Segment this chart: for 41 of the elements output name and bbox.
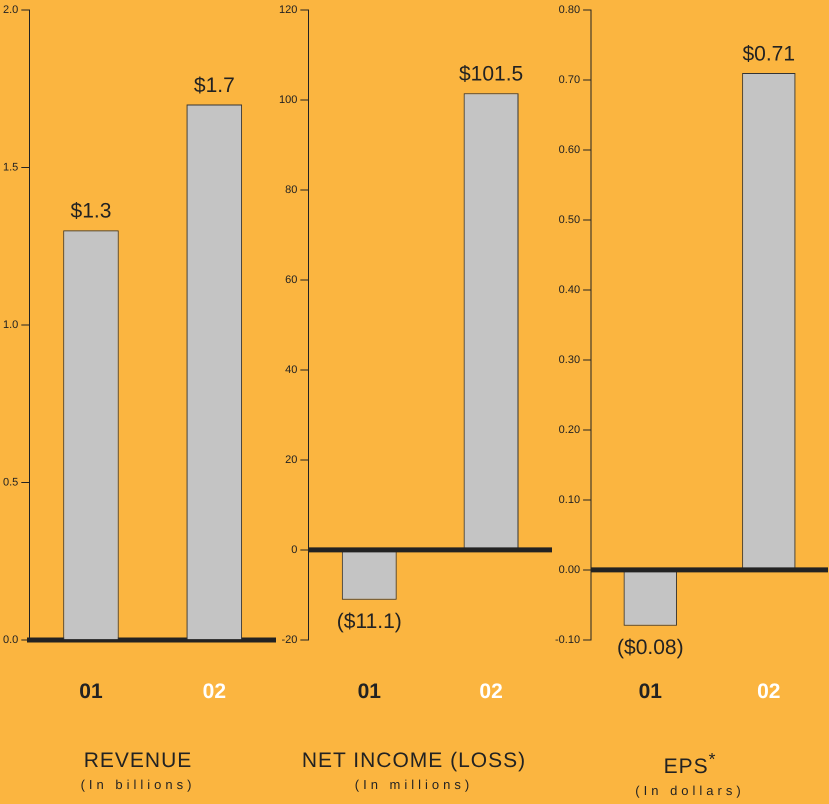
- text: (In millions): [354, 777, 474, 792]
- y-tick-label: 0.20: [558, 424, 580, 436]
- text: (In dollars): [634, 783, 746, 798]
- y-tick-label: 0.60: [558, 144, 580, 156]
- x-tick-label: 01: [358, 680, 382, 704]
- y-tick-label: 40: [285, 364, 298, 376]
- y-tick-label: 100: [278, 94, 298, 106]
- text: NET INCOME (LOSS): [300, 749, 528, 773]
- data-label: $1.3: [70, 200, 112, 223]
- text: (In billions): [80, 777, 196, 792]
- y-tick-label: 0.30: [558, 354, 580, 366]
- y-tick-label: 80: [285, 184, 298, 196]
- data-label: $1.7: [194, 74, 235, 97]
- data-label: ($0.08): [617, 636, 684, 660]
- data-label: $101.5: [458, 62, 524, 86]
- y-tick-label: 120: [278, 4, 298, 16]
- x-tick-label: 01: [79, 680, 103, 704]
- y-tick-label: 0.10: [558, 494, 580, 506]
- y-tick-label: 60: [285, 274, 298, 286]
- y-tick-label: 0.00: [558, 564, 580, 576]
- y-tick-label: 0.50: [558, 214, 580, 226]
- data-label: ($11.1): [336, 610, 402, 634]
- y-tick-label: -20: [281, 634, 298, 646]
- y-tick-label: 1.5: [2, 161, 18, 174]
- x-tick-label: 02: [202, 680, 226, 704]
- y-tick-label: 1.0: [2, 318, 18, 331]
- y-tick-label: 0.0: [2, 634, 18, 646]
- x-tick-label: 02: [757, 680, 780, 704]
- y-tick-label: 0: [291, 544, 298, 556]
- x-tick-label: 02: [479, 680, 503, 704]
- y-tick-label: 0.80: [558, 4, 580, 16]
- y-tick-label: -0.10: [554, 634, 580, 646]
- text: REVENUE: [82, 749, 194, 773]
- y-tick-label: 0.5: [2, 476, 18, 488]
- y-tick-label: 0.40: [558, 284, 580, 296]
- data-label: $0.71: [742, 42, 796, 66]
- y-tick-label: 20: [285, 454, 298, 466]
- x-tick-label: 01: [638, 680, 662, 704]
- text: EPS$^{*}$: [662, 749, 718, 779]
- y-tick-label: 0.70: [558, 74, 580, 86]
- y-tick-label: 2.0: [2, 4, 18, 16]
